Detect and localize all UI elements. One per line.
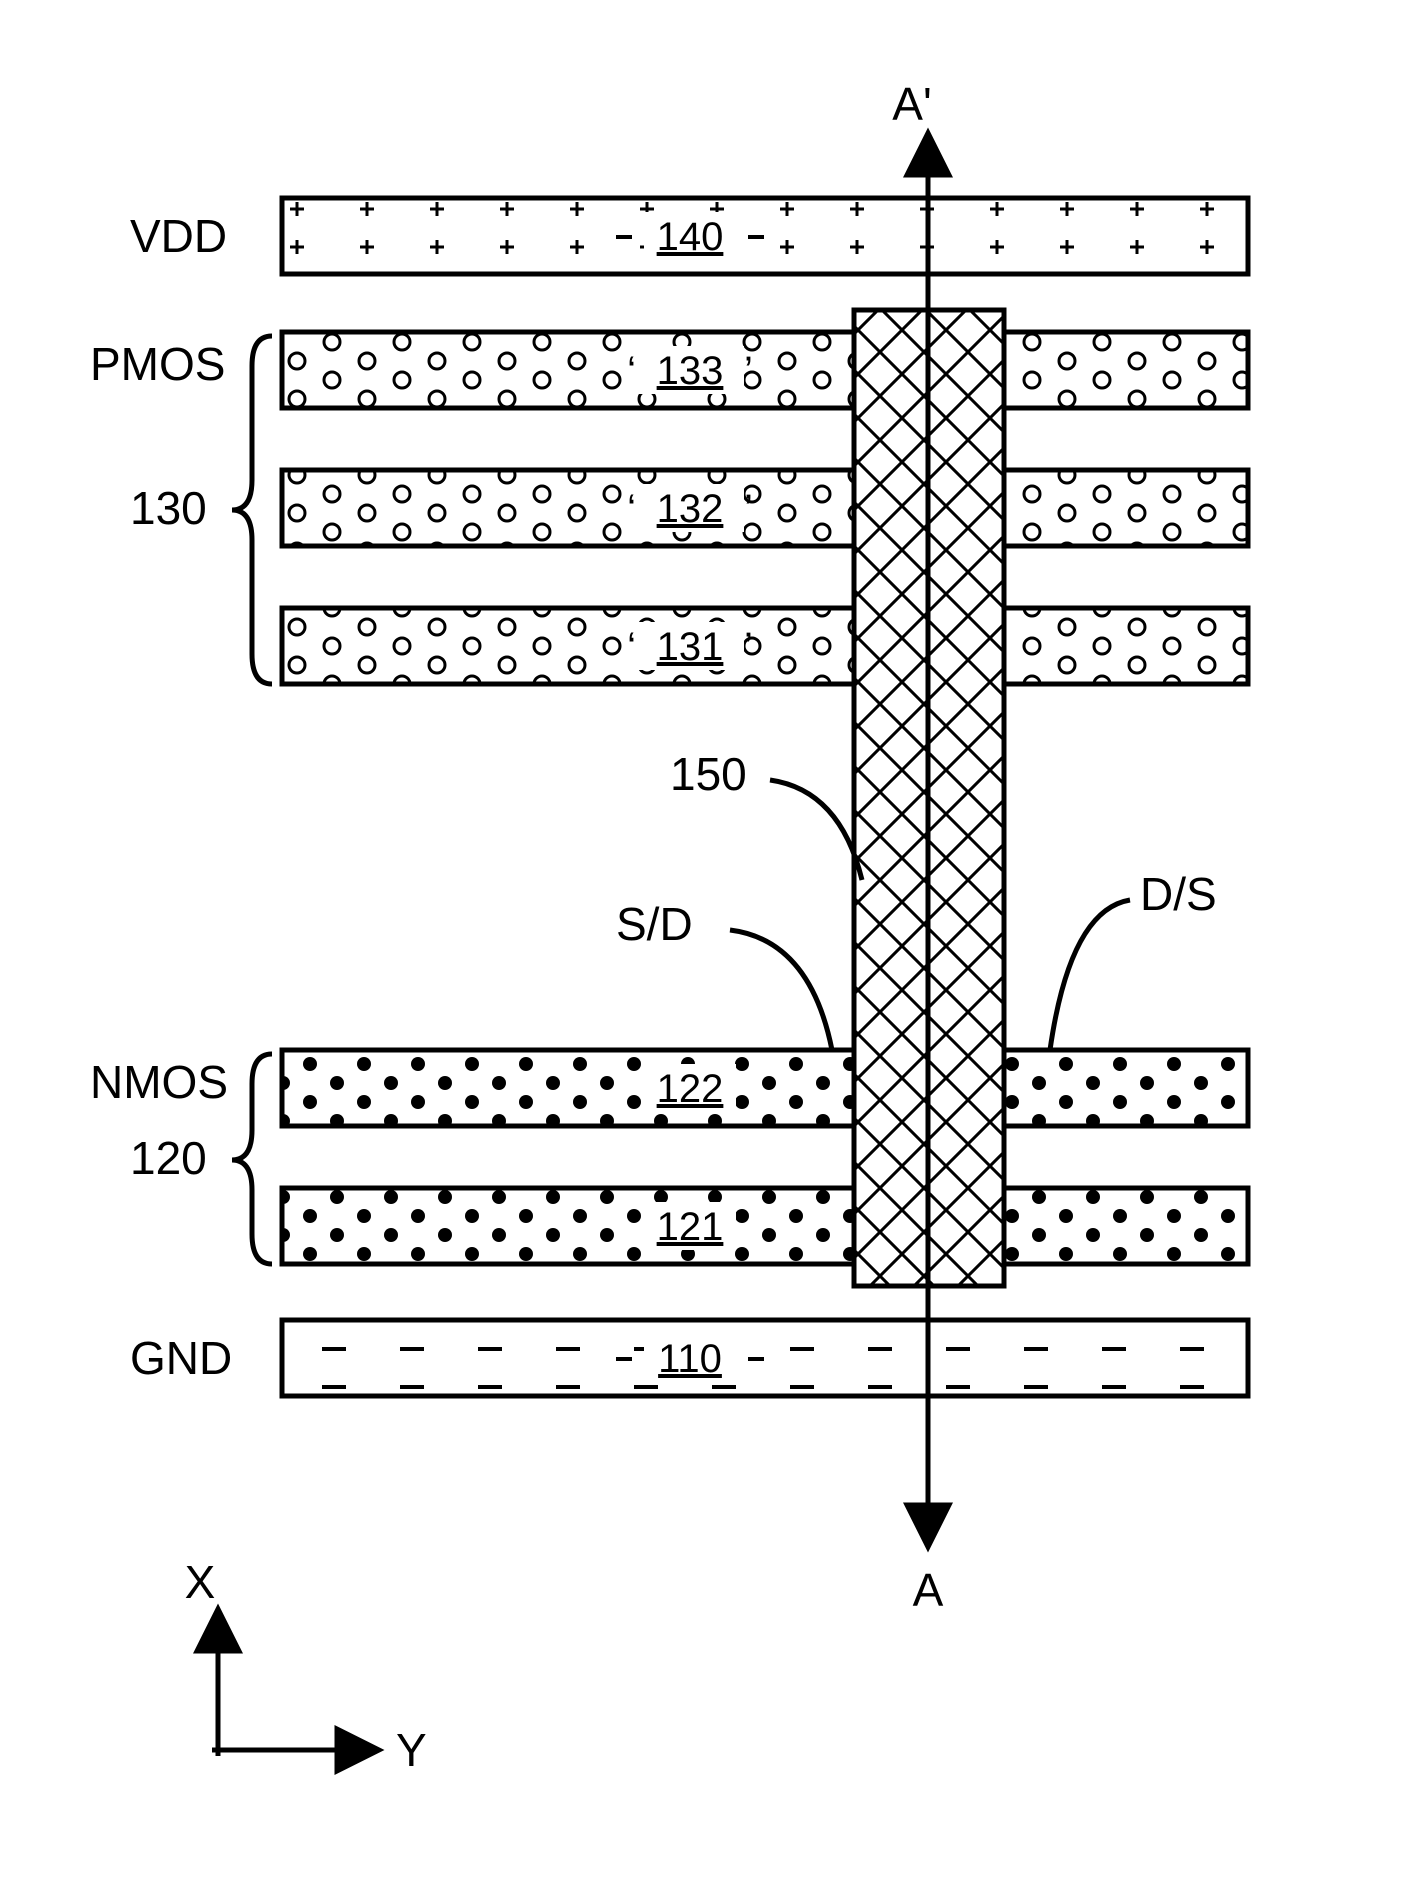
nmos-brace xyxy=(232,1054,272,1264)
svg-text:‘: ‘ xyxy=(627,349,636,393)
pmos-number: 130 xyxy=(130,482,207,534)
axes: X Y xyxy=(185,1556,427,1776)
pmos-133-label: 133 xyxy=(657,349,724,393)
nmos-122-label: 122 xyxy=(657,1067,724,1111)
nmos-121-label: 121 xyxy=(657,1205,724,1249)
gnd-label: GND xyxy=(130,1332,232,1384)
svg-text:’: ’ xyxy=(744,625,753,669)
nmos-number: 120 xyxy=(130,1132,207,1184)
gnd-bar: 110 xyxy=(282,1320,1248,1396)
pmos-row-133: 133 ‘ ’ xyxy=(282,332,1248,408)
nmos-row-122: 122 xyxy=(282,1050,1248,1126)
axis-y-label: Y xyxy=(396,1724,427,1776)
vdd-bar: 140 xyxy=(282,198,1248,274)
gate-callout: 150 xyxy=(670,748,862,880)
pmos-131-label: 131 xyxy=(657,625,724,669)
nmos-row-121: 121 xyxy=(282,1188,1248,1264)
svg-text:‘: ‘ xyxy=(627,487,636,531)
pmos-label: PMOS xyxy=(90,338,225,390)
vdd-label: VDD xyxy=(130,210,227,262)
vdd-inner-label: 140 xyxy=(657,215,724,259)
nmos-label: NMOS xyxy=(90,1056,228,1108)
gate-label: 150 xyxy=(670,748,747,800)
sd-label: S/D xyxy=(616,898,693,950)
section-top-label: A' xyxy=(892,78,931,130)
pmos-132-label: 132 xyxy=(657,487,724,531)
svg-text:’: ’ xyxy=(744,349,753,393)
sd-callout: S/D xyxy=(616,898,832,1050)
svg-text:’: ’ xyxy=(744,487,753,531)
section-bottom-label: A xyxy=(913,1564,944,1616)
axis-x-label: X xyxy=(185,1556,216,1608)
svg-text:‘: ‘ xyxy=(627,625,636,669)
pmos-brace xyxy=(232,336,272,684)
pmos-row-131: 131 ‘ ’ xyxy=(282,608,1248,684)
ds-label: D/S xyxy=(1140,868,1217,920)
ds-callout: D/S xyxy=(1050,868,1217,1050)
gnd-inner-label: 110 xyxy=(658,1337,722,1381)
pmos-row-132: 132 ‘ ’ xyxy=(282,470,1248,546)
